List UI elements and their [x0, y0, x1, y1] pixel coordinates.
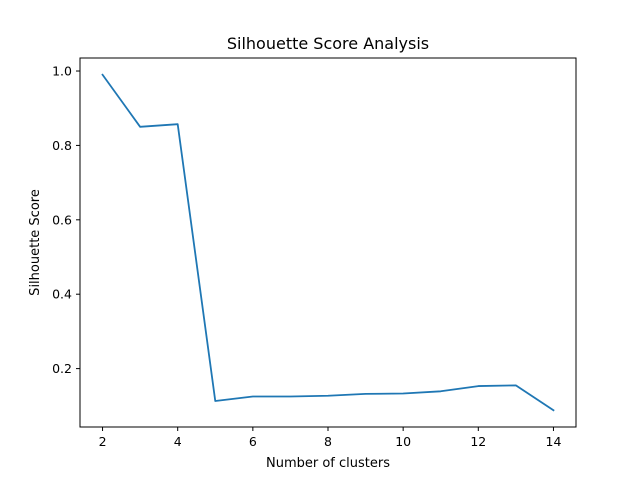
- series-line: [101, 73, 555, 412]
- axes-frame: [79, 57, 577, 428]
- x-axis-ticks: 2 4 6 8 10 12 14: [99, 427, 562, 449]
- y-tick-label: 1.0: [52, 64, 72, 79]
- x-tick-label: 12: [470, 434, 486, 449]
- y-tick-label: 0.2: [52, 361, 72, 376]
- y-tick-label: 0.8: [52, 138, 72, 153]
- y-axis-ticks: 0.2 0.4 0.6 0.8 1.0: [52, 64, 80, 376]
- x-tick-label: 6: [249, 434, 257, 449]
- y-tick-label: 0.4: [52, 287, 72, 302]
- x-tick-label: 4: [174, 434, 182, 449]
- chart-title: Silhouette Score Analysis: [227, 34, 429, 53]
- plot-area: 2 4 6 8 10 12 14 0.2 0.4 0.6 0.8 1.0: [52, 57, 577, 449]
- y-tick-label: 0.6: [52, 212, 72, 227]
- x-axis-label: Number of clusters: [266, 456, 390, 471]
- x-tick-label: 14: [546, 434, 562, 449]
- y-axis-label: Silhouette Score: [28, 189, 43, 296]
- x-tick-label: 8: [324, 434, 332, 449]
- x-tick-label: 2: [99, 434, 107, 449]
- x-tick-label: 10: [395, 434, 411, 449]
- series-layer: [101, 73, 555, 412]
